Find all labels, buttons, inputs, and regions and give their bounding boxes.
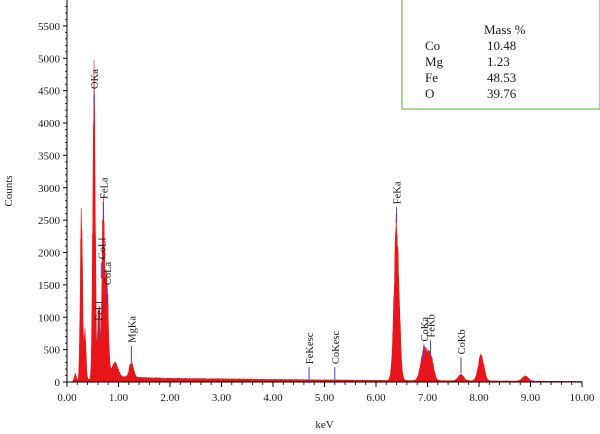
x-tick-label: 5.00	[315, 392, 335, 404]
y-axis-title: Counts	[3, 175, 15, 206]
x-tick-label: 9.00	[521, 392, 541, 404]
peak-label-coll: CoLl	[97, 238, 108, 260]
peak-label-fell: FeLl	[95, 301, 106, 321]
x-tick-label: 8.00	[469, 392, 489, 404]
legend: Mass % Co 10.48 Mg 1.23 Fe 48.53 O 39.76	[401, 0, 600, 110]
peak-label-coka: CoKa	[420, 317, 431, 342]
legend-value-co: 10.48	[487, 38, 516, 53]
peak-label-oka: OKa	[90, 69, 101, 89]
x-tick-label: 3.00	[212, 392, 232, 404]
legend-element-mg: Mg	[425, 54, 444, 69]
x-tick-label: 2.00	[160, 392, 180, 404]
legend-value-mg: 1.23	[487, 54, 510, 69]
legend-value-o: 39.76	[487, 86, 517, 101]
y-tick-label: 5500	[38, 21, 61, 33]
y-tick-label: 4000	[38, 118, 61, 130]
x-axis-title: keV	[315, 419, 333, 431]
legend-value-fe: 48.53	[487, 70, 516, 85]
x-tick-label: 1.00	[109, 392, 129, 404]
x-tick-label: 4.00	[263, 392, 283, 404]
peak-label-fekb: FeKb	[427, 314, 438, 337]
legend-element-o: O	[425, 86, 434, 101]
peak-markers	[93, 91, 462, 384]
spectrum-layer	[69, 60, 583, 383]
peak-label-cokb: CoKb	[457, 329, 468, 354]
y-tick-label: 4500	[38, 86, 61, 98]
y-tick-label: 0	[55, 377, 61, 389]
peak-label-cola: CoLa	[103, 261, 114, 285]
peak-label-cokesc: CoKesc	[331, 331, 342, 365]
y-tick-label: 2000	[38, 248, 61, 260]
y-tick-label: 500	[44, 345, 61, 357]
y-tick-label: 3500	[38, 150, 61, 162]
y-tick-label: 3000	[38, 183, 61, 195]
y-tick-label: 1000	[38, 312, 61, 324]
spectrum-area	[69, 60, 583, 383]
peak-label-mgka: MgKa	[127, 316, 138, 343]
x-tick-label: 0.00	[57, 392, 77, 404]
y-tick-label: 1500	[38, 280, 61, 292]
x-tick-label: 10.00	[570, 392, 595, 404]
peak-label-fekesc: FeKesc	[305, 332, 316, 364]
legend-box	[401, 0, 600, 110]
y-tick-label: 2500	[38, 215, 61, 227]
peak-label-feka: FeKa	[393, 181, 404, 204]
legend-element-co: Co	[425, 38, 440, 53]
legend-header: Mass %	[484, 22, 526, 37]
y-tick-label: 5000	[38, 53, 61, 65]
x-tick-label: 6.00	[366, 392, 386, 404]
axes: 0 500 1000 1500 2000 2500 3000 3500 4000 4500 5000…	[3, 0, 595, 431]
legend-element-fe: Fe	[425, 70, 438, 85]
peak-label-fela: FeLa	[99, 177, 110, 199]
x-tick-label: 7.00	[418, 392, 438, 404]
